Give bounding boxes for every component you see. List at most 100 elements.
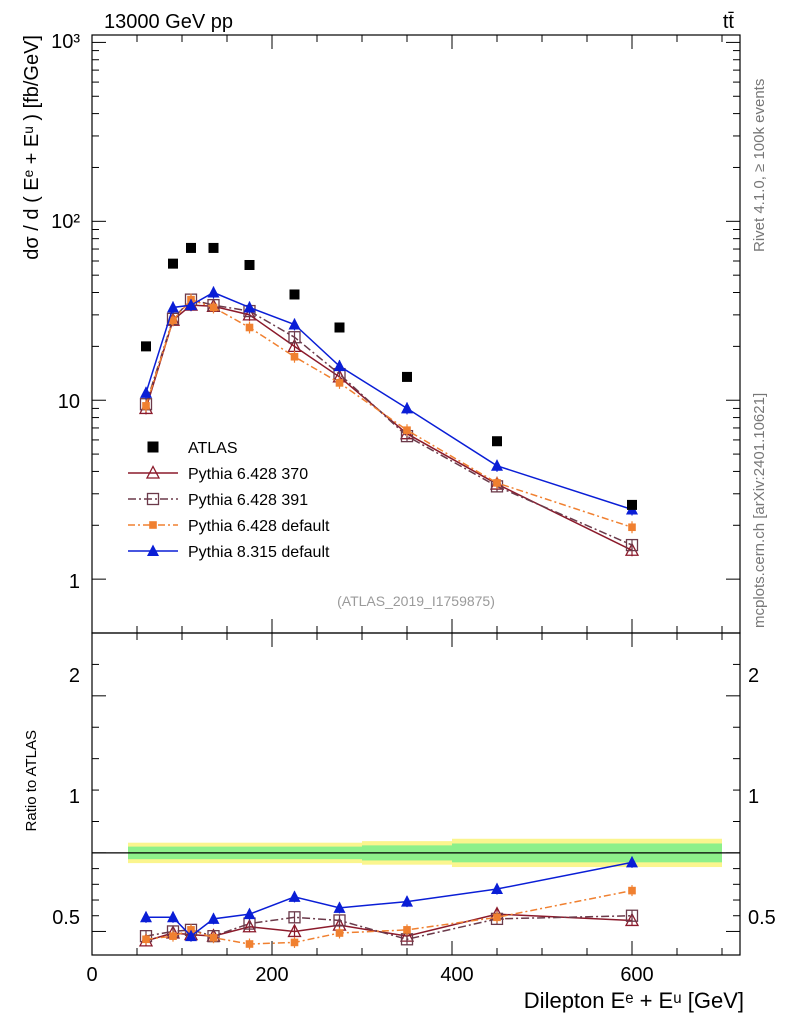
analysis-watermark: (ATLAS_2019_I1759875) xyxy=(337,593,495,609)
rivet-version-label: Rivet 4.1.0, ≥ 100k events xyxy=(751,79,768,252)
header-left: 13000 GeV pp xyxy=(104,11,233,33)
main-series-line xyxy=(145,291,633,511)
ratio-point xyxy=(185,929,197,942)
legend-label: Pythia 6.428 default xyxy=(188,518,330,535)
x-tick-label-200: 200 xyxy=(255,964,288,986)
main-series-line xyxy=(145,298,633,546)
ratio-point xyxy=(142,935,150,944)
ratio-tick-right-1: 1 xyxy=(748,786,759,808)
ratio-point xyxy=(491,882,503,895)
ratio-point xyxy=(493,913,501,922)
atlas-data-point xyxy=(141,341,151,352)
main-point xyxy=(207,286,220,298)
ratio-point xyxy=(403,926,411,934)
main-point xyxy=(167,300,179,313)
legend: ATLAS Pythia 6.428 370 Pythia 6.428 391 Pyt… xyxy=(128,440,330,561)
main-point xyxy=(625,538,639,552)
ratio-point xyxy=(335,929,344,937)
atlas-data-point xyxy=(168,258,178,269)
ratio-point xyxy=(169,932,177,940)
legend-label: Pythia 6.428 370 xyxy=(188,466,308,483)
legend-marker xyxy=(147,544,159,556)
legend-label: ATLAS xyxy=(188,440,238,457)
uncertainty-bands xyxy=(92,838,740,868)
ratio-tick-left-1: 1 xyxy=(69,786,80,808)
legend-marker xyxy=(146,492,160,506)
main-point xyxy=(140,386,152,398)
main-point xyxy=(209,303,218,312)
legend-marker xyxy=(145,465,161,479)
y-tick-label-10: 10 xyxy=(58,391,80,413)
main-point xyxy=(290,352,299,361)
y-tick-label-1000: 10³ xyxy=(51,31,80,53)
main-point xyxy=(142,402,150,410)
ratio-point xyxy=(628,886,636,895)
main-point xyxy=(401,401,413,414)
ratio-point xyxy=(290,938,299,947)
series-atlas-data xyxy=(141,242,637,510)
ratio-point xyxy=(243,907,256,920)
legend-label: Pythia 8.315 default xyxy=(188,544,330,561)
main-point xyxy=(242,306,257,321)
ratio-tick-right-0.5: 0.5 xyxy=(748,907,776,929)
atlas-data-point xyxy=(289,289,300,300)
legend-marker xyxy=(149,521,157,529)
main-point xyxy=(403,426,411,434)
ratio-point xyxy=(624,912,640,927)
main-y-axis-label: dσ / d ( Eᵉ + Eᵘ ) [fb/GeV] xyxy=(21,35,43,260)
main-series-line xyxy=(145,298,633,528)
y-tick-label-1: 1 xyxy=(69,571,80,593)
series-pythia-8-315-default xyxy=(140,286,638,942)
ratio-point xyxy=(401,895,413,907)
ratio-point xyxy=(140,910,152,923)
main-point xyxy=(185,298,197,311)
atlas-data-point xyxy=(402,371,412,382)
ratio-y-axis-label: Ratio to ATLAS xyxy=(23,730,40,831)
main-point xyxy=(335,379,344,387)
atlas-data-point xyxy=(208,242,219,253)
ratio-point xyxy=(626,855,638,868)
series-layer xyxy=(138,242,640,950)
main-point xyxy=(493,479,501,487)
main-point xyxy=(169,316,177,325)
ratio-point xyxy=(288,890,301,902)
atlas-data-point xyxy=(186,242,196,253)
main-series-line xyxy=(145,304,633,551)
atlas-data-point xyxy=(244,259,255,270)
y-tick-label-100: 10² xyxy=(51,211,80,233)
ratio-tick-left-0.5: 0.5 xyxy=(52,907,80,929)
atlas-data-point xyxy=(334,322,345,333)
series-pythia-6-428-default xyxy=(142,293,636,950)
legend-label: Pythia 6.428 391 xyxy=(188,492,308,509)
x-tick-label-400: 400 xyxy=(440,964,473,986)
main-point xyxy=(243,300,256,313)
ratio-point xyxy=(333,914,346,927)
x-axis-label: Dilepton Eᵉ + Eᵘ [GeV] xyxy=(524,988,744,1013)
ratio-point xyxy=(288,911,301,924)
mcplots-source-label: mcplots.cern.ch [arXiv:2401.10621] xyxy=(751,393,768,628)
main-point xyxy=(628,523,636,532)
ratio-plot-frame xyxy=(91,632,741,956)
ratio-series-line xyxy=(145,914,633,941)
x-tick-label-600: 600 xyxy=(620,964,653,986)
main-point xyxy=(333,359,346,372)
header-right: tt̄ xyxy=(723,11,735,33)
ratio-point xyxy=(333,901,346,913)
ratio-point xyxy=(625,909,639,922)
main-point xyxy=(491,459,503,471)
ratio-point xyxy=(242,918,257,933)
ratio-series-line xyxy=(145,889,633,945)
ratio-point xyxy=(245,940,254,948)
ratio-point xyxy=(209,933,218,942)
main-point xyxy=(288,331,301,344)
legend-marker xyxy=(147,441,159,453)
ratio-point xyxy=(287,923,302,938)
ratio-point xyxy=(207,912,220,924)
ratio-tick-right-2: 2 xyxy=(748,665,759,687)
atlas-data-point xyxy=(627,499,637,510)
main-point xyxy=(288,318,301,330)
ratio-series-line xyxy=(146,861,633,938)
main-point xyxy=(245,323,254,332)
x-tick-label-0: 0 xyxy=(86,964,97,986)
